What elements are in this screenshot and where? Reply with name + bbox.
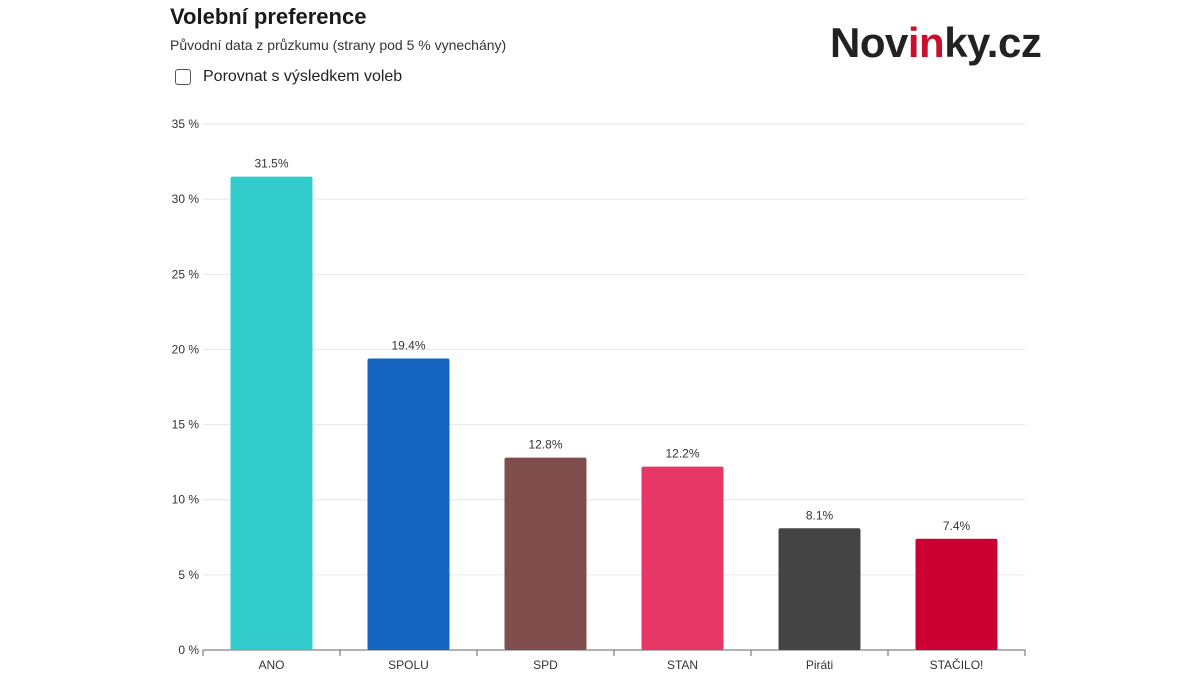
bar-value-label: 7.4% — [943, 519, 971, 533]
bar — [641, 466, 724, 650]
bar-value-label: 31.5% — [254, 157, 288, 171]
x-tick-label: SPD — [533, 658, 558, 672]
chart-title: Volební preference — [170, 4, 367, 29]
compare-checkbox[interactable] — [175, 69, 191, 85]
logo-text-accent: in — [907, 19, 945, 66]
bar-value-label: 12.2% — [665, 447, 699, 461]
y-tick-label: 30 % — [172, 192, 200, 206]
novinky-logo[interactable]: Novinky.cz — [830, 19, 1042, 66]
bar-value-label: 12.8% — [528, 438, 562, 452]
x-tick-label: STAN — [667, 658, 698, 672]
bar — [367, 358, 450, 650]
y-tick-label: 10 % — [172, 493, 200, 507]
bar — [504, 457, 587, 650]
y-tick-label: 35 % — [172, 117, 200, 131]
logo-text-end: ky.cz — [944, 19, 1042, 66]
y-tick-label: 25 % — [172, 267, 200, 281]
bar — [915, 538, 998, 650]
chart-subtitle: Původní data z průzkumu (strany pod 5 % … — [170, 37, 507, 53]
x-tick-label: Piráti — [806, 658, 833, 672]
y-tick-label: 15 % — [172, 418, 200, 432]
compare-with-results-toggle[interactable]: Porovnat s výsledkem voleb — [175, 68, 402, 86]
logo-text-start: Nov — [830, 19, 908, 66]
bar-value-label: 19.4% — [391, 338, 425, 352]
bar — [778, 528, 861, 650]
y-tick-label: 0 % — [178, 643, 199, 657]
bar — [230, 176, 313, 650]
bar-value-label: 8.1% — [806, 508, 834, 522]
x-tick-label: STAČILO! — [930, 657, 984, 672]
compare-label: Porovnat s výsledkem voleb — [203, 68, 403, 85]
x-tick-label: ANO — [258, 658, 284, 672]
y-tick-label: 5 % — [178, 568, 199, 582]
x-tick-label: SPOLU — [388, 658, 429, 672]
y-tick-label: 20 % — [172, 342, 200, 356]
